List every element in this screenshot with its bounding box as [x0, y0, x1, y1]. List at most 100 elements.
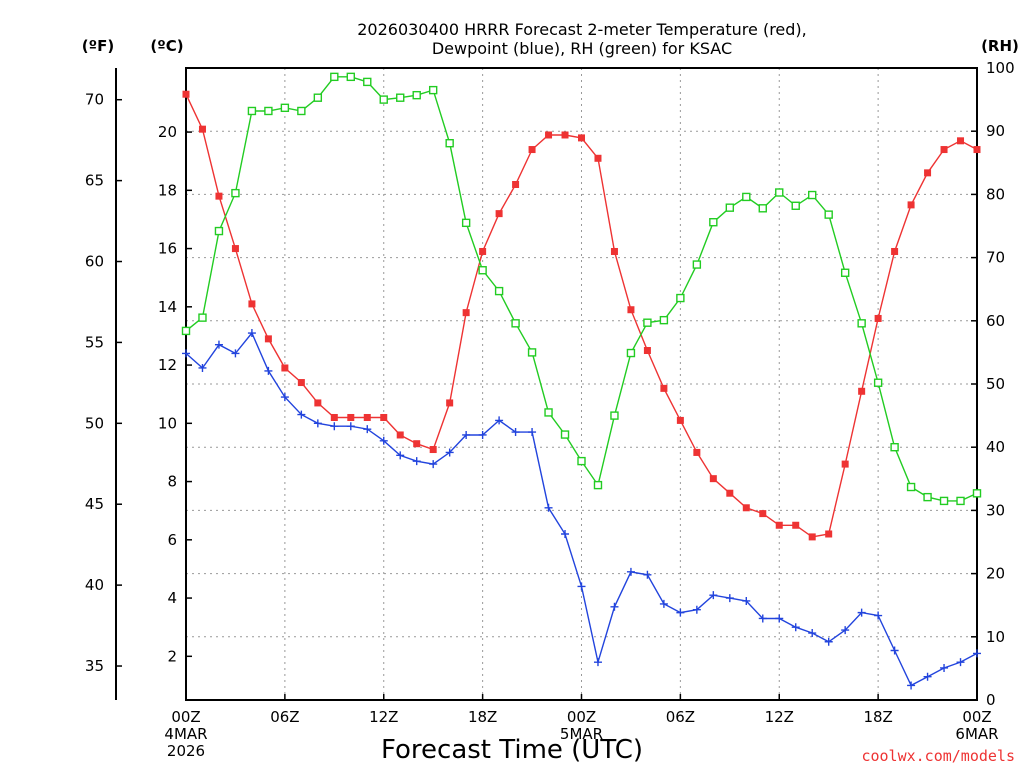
rh-tick-label: 100 [986, 59, 1015, 77]
rh-point [247, 106, 257, 116]
temperature-point [363, 413, 371, 421]
celsius-tick-label: 14 [158, 298, 177, 316]
rh-tick-label: 90 [986, 122, 1005, 140]
rh-point [956, 496, 965, 506]
temperature-point [907, 201, 915, 209]
rh-point [461, 218, 471, 228]
dewpoint-point [231, 349, 240, 358]
temperature-point [314, 399, 322, 407]
temperature-point [627, 306, 635, 314]
x-tick-label: 00Z [171, 708, 200, 726]
rh-point [560, 430, 570, 439]
dewpoint-point [495, 416, 504, 425]
rh-point [857, 319, 866, 328]
rh-point [428, 85, 438, 95]
celsius-tick-label: 20 [158, 123, 177, 141]
x-tick-label: 4MAR [164, 725, 207, 743]
rh-point [494, 286, 504, 296]
rh-point [758, 204, 767, 213]
fahrenheit-tick-label: 55 [85, 333, 104, 351]
rh-tick-label: 30 [986, 501, 1005, 519]
dewpoint-point [462, 430, 471, 439]
rh-point [412, 90, 421, 100]
temperature-point [429, 446, 437, 454]
x-tick-label: 5MAR [560, 725, 603, 743]
rh-point [445, 139, 454, 148]
rh-point [231, 188, 240, 198]
fahrenheit-tick-label: 45 [85, 495, 104, 513]
dewpoint-point [544, 503, 553, 512]
dewpoint-point [626, 567, 635, 576]
unit-fahrenheit: (ºF) [82, 37, 114, 55]
temperature-point [231, 245, 239, 253]
dewpoint-point [214, 340, 223, 349]
dewpoint-point [198, 363, 207, 372]
celsius-tick-label: 4 [167, 589, 177, 607]
dewpoint-point [396, 451, 405, 460]
dewpoint-point [412, 457, 421, 466]
dewpoint-point [725, 594, 734, 603]
rh-point [742, 192, 751, 202]
rh-point [610, 411, 619, 420]
rh-point [478, 266, 487, 275]
fahrenheit-tick-label: 35 [85, 657, 104, 675]
rh-point [511, 319, 520, 328]
dewpoint-point [824, 637, 833, 646]
temperature-point [330, 413, 338, 421]
dewpoint-point [692, 605, 701, 614]
temperature-point [808, 533, 816, 541]
dewpoint-point [313, 419, 322, 428]
dewpoint-point [577, 582, 586, 591]
temperature-point [512, 180, 520, 188]
dewpoint-point [610, 602, 619, 611]
axes: 35 40 45 50 55 60 65 70 2 4 6 8 10 12 14 16 18 20 0 10 20 30 4… [85, 59, 1015, 760]
rh-point [527, 348, 537, 357]
rh-point [840, 268, 850, 277]
temperature-point [973, 146, 981, 154]
temperature-point [742, 504, 750, 512]
dewpoint-point [659, 599, 668, 608]
dewpoint-point [791, 623, 800, 632]
chart-title-line-2: Dewpoint (blue), RH (green) for KSAC [432, 39, 732, 58]
dewpoint-point [956, 658, 965, 667]
rh-point [906, 482, 916, 492]
temperature-point [545, 131, 553, 139]
temperature-point [825, 530, 833, 538]
rh-point [808, 190, 817, 200]
temperature-point [874, 314, 882, 322]
rh-point [379, 95, 388, 104]
rh-point [330, 72, 339, 82]
series-temperature [182, 90, 981, 541]
celsius-tick-label: 10 [158, 414, 177, 432]
temperature-point [215, 192, 223, 200]
rh-point [939, 496, 949, 506]
temperature-point [297, 379, 305, 387]
temperature-point [347, 413, 355, 421]
rh-tick-label: 20 [986, 565, 1005, 583]
temperature-point [495, 210, 503, 218]
x-tick-label: 6MAR [955, 725, 998, 743]
temperature-point [264, 335, 272, 343]
rh-point [214, 226, 224, 236]
dewpoint-point [182, 349, 190, 358]
rh-point [709, 218, 718, 227]
dewpoint-point [297, 410, 306, 419]
temperature-point [594, 154, 602, 162]
rh-point [346, 72, 355, 82]
rh-point [923, 492, 932, 502]
temperature-point [198, 125, 206, 133]
rh-point [643, 318, 652, 327]
dewpoint-point [593, 658, 602, 667]
temperature-point [891, 247, 899, 255]
rh-point [873, 378, 883, 387]
rh-point [890, 443, 899, 452]
temperature-point [643, 347, 651, 355]
temperature-point [924, 169, 932, 177]
rh-tick-label: 50 [986, 375, 1005, 393]
dewpoint-point [561, 529, 570, 538]
x-tick-label: 18Z [468, 708, 497, 726]
temperature-point [660, 384, 668, 392]
temperature-point [413, 440, 421, 448]
x-tick-label: 00Z [962, 708, 991, 726]
dewpoint-point [841, 626, 850, 635]
